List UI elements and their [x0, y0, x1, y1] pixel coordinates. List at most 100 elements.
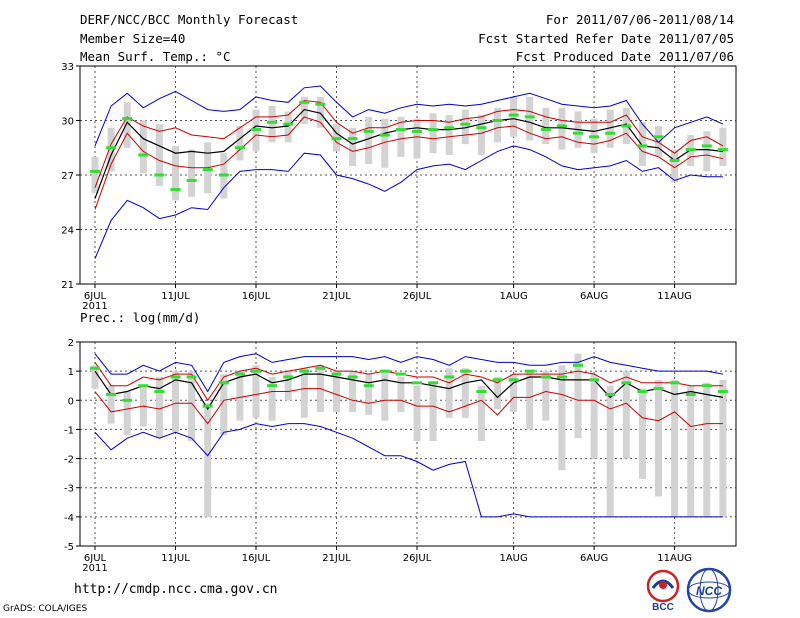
precipitation-box-day-32 [590, 374, 598, 459]
temperature-median-day-5 [154, 173, 165, 177]
temperature-xtick-label: 16JUL [242, 291, 271, 302]
precipitation-median-day-5 [154, 390, 165, 394]
precipitation-ytick-label: -3 [64, 484, 74, 495]
temperature-median-day-13 [283, 122, 294, 126]
precipitation-ytick-label: -4 [64, 513, 74, 524]
precipitation-xtick-label: 21JUL [322, 553, 351, 564]
precipitation-median-day-40 [717, 390, 728, 394]
temperature-ytick-label: 24 [61, 226, 74, 237]
temperature-median-day-23 [444, 126, 455, 130]
precipitation-xtick-label: 26JUL [403, 553, 432, 564]
temperature-box-day-10 [236, 125, 244, 161]
precipitation-box-day-20 [397, 376, 405, 412]
precipitation-box-day-29 [542, 371, 550, 421]
temperature-median-day-10 [234, 146, 245, 150]
precipitation-box-day-26 [494, 376, 501, 410]
precipitation-box-day-6 [172, 371, 179, 433]
precipitation-box-day-35 [638, 388, 646, 479]
temperature-median-day-4 [138, 153, 149, 157]
precipitation-xtick-label: 16JUL [242, 553, 271, 564]
chart-title: DERF/NCC/BCC Monthly Forecast [80, 12, 299, 27]
precipitation-median-day-34 [621, 381, 632, 385]
precipitation-box-day-5 [155, 376, 163, 439]
precipitation-box-day-23 [445, 368, 453, 418]
refer-date: Fcst Started Refer Date 2011/07/05 [478, 31, 734, 46]
temperature-ytick-label: 27 [61, 171, 74, 182]
precipitation-box-day-34 [622, 371, 630, 459]
precipitation-box-day-21 [413, 385, 421, 442]
ncc-logo-meridian [699, 568, 719, 612]
precipitation-median-day-23 [444, 375, 455, 379]
precipitation-median-day-38 [685, 392, 696, 396]
precipitation-box-day-10 [236, 371, 244, 421]
precipitation-box-day-31 [574, 353, 582, 439]
temperature-xtick-label: 11JUL [161, 291, 190, 302]
temperature-xtick-label: 6JUL [84, 291, 107, 302]
temperature-box-day-7 [188, 149, 196, 197]
temperature-ytick-label: 21 [61, 280, 74, 291]
precipitation-median-day-25 [476, 390, 487, 394]
temperature-box-day-28 [526, 96, 534, 141]
precipitation-median-day-20 [395, 372, 406, 376]
temperature-xtick-label: 11AUG [657, 291, 692, 302]
precipitation-median-day-29 [540, 375, 551, 379]
temperature-ytick-label: 30 [61, 117, 74, 128]
precipitation-ytick-label: -2 [64, 455, 74, 466]
precipitation-box-day-19 [381, 371, 389, 421]
precipitation-median-day-15 [315, 366, 326, 370]
precipitation-box-day-14 [300, 368, 308, 418]
precipitation-panel-title: Prec.: log(mm/d) [80, 310, 200, 325]
temperature-box-day-24 [461, 109, 469, 145]
temperature-median-day-19 [379, 133, 390, 137]
precipitation-box-day-33 [606, 385, 614, 517]
precipitation-xtick-label: 11JUL [161, 553, 190, 564]
temperature-median-day-3 [122, 117, 133, 121]
temperature-box-day-30 [558, 107, 566, 150]
precipitation-xtick-label: 6AUG [580, 553, 608, 564]
precipitation-box-day-22 [429, 382, 437, 442]
precipitation-ytick-label: -1 [64, 425, 74, 436]
precipitation-box-day-30 [558, 365, 566, 471]
temperature-xtick-label: 26JUL [403, 291, 432, 302]
precipitation-box-day-40 [719, 379, 727, 517]
temperature-box-day-27 [510, 96, 518, 137]
temperature-median-day-40 [717, 148, 728, 152]
temperature-box-day-12 [268, 105, 276, 143]
temperature-box-day-37 [671, 149, 679, 183]
precipitation-box-day-11 [252, 365, 260, 418]
temperature-box-day-22 [429, 113, 437, 154]
precipitation-box-day-16 [333, 371, 340, 412]
precipitation-median-day-7 [186, 375, 197, 379]
temperature-median-day-35 [637, 144, 648, 148]
ncc-logo-text: NCC [696, 584, 722, 598]
member-size-label: Member Size=40 [80, 31, 186, 46]
precipitation-box-day-37 [671, 379, 679, 517]
temperature-line-ensemble-mean [94, 108, 723, 199]
forecast-period: For 2011/07/06-2011/08/14 [545, 12, 734, 27]
precipitation-median-day-19 [379, 369, 390, 373]
temperature-median-day-7 [186, 178, 197, 182]
source-url[interactable]: http://cmdp.ncc.cma.gov.cn [74, 582, 278, 597]
temperature-box-day-18 [365, 116, 373, 165]
precipitation-median-day-12 [267, 384, 278, 388]
temperature-box-day-36 [655, 125, 662, 157]
temperature-median-day-12 [267, 120, 278, 124]
precipitation-box-day-36 [655, 379, 662, 497]
temperature-median-day-6 [170, 188, 181, 192]
precipitation-median-day-17 [347, 375, 358, 379]
temperature-box-day-33 [606, 109, 614, 148]
precipitation-median-day-21 [412, 381, 422, 385]
temperature-ytick-label: 33 [61, 62, 74, 73]
precipitation-year-label: 2011 [82, 563, 107, 574]
precipitation-line-ensemble-mean [94, 370, 724, 411]
precipitation-box-day-18 [365, 374, 373, 415]
precipitation-line-ensemble-max [94, 353, 723, 393]
precipitation-median-day-11 [251, 369, 261, 373]
temperature-median-day-29 [540, 128, 551, 132]
precipitation-box-day-3 [123, 391, 131, 436]
precipitation-median-day-10 [234, 372, 245, 376]
temperature-median-day-25 [476, 126, 487, 130]
bcc-logo: BCC [646, 569, 680, 612]
temperature-median-day-22 [428, 128, 439, 132]
temperature-median-day-24 [460, 122, 471, 126]
